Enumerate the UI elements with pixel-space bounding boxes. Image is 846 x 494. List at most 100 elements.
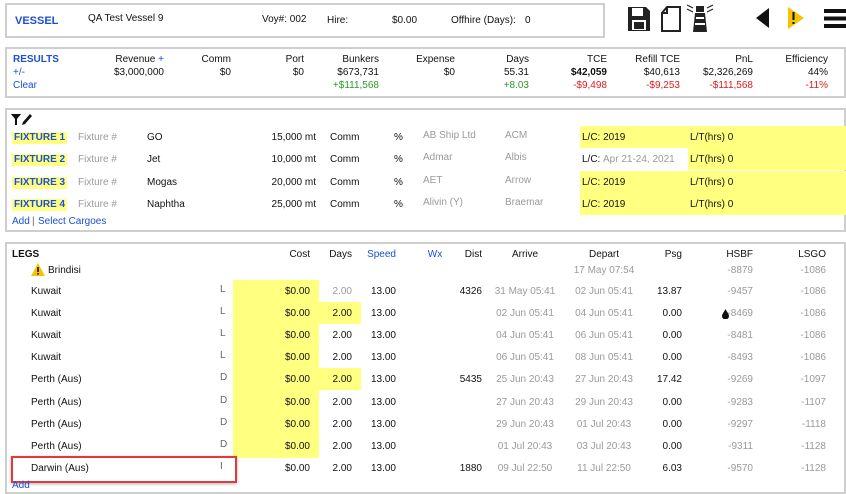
leg-cost[interactable]: $0.00 — [284, 462, 310, 474]
cargo-quantity[interactable]: 10,000 mt — [271, 154, 316, 166]
leg-days[interactable]: 2.00 — [332, 396, 352, 408]
cargo-quantity[interactable]: 25,000 mt — [271, 198, 316, 210]
leg-type[interactable]: L — [220, 350, 226, 362]
leg-type[interactable]: D — [220, 438, 228, 450]
laycan-placeholder[interactable]: Apr 21-24, 2021 — [603, 154, 675, 166]
leg-days[interactable]: 2.00 — [332, 462, 352, 474]
leg-days[interactable]: 2.00 — [332, 374, 352, 386]
leg-cost[interactable]: $0.00 — [284, 418, 310, 430]
leg-port[interactable]: Kuwait — [31, 330, 62, 342]
leg-cost[interactable]: $0.00 — [284, 286, 310, 297]
leg-port[interactable]: Kuwait — [31, 352, 62, 364]
leg-speed[interactable]: 13.00 — [370, 330, 396, 342]
laytime-field[interactable]: L/T(hrs) 0 — [690, 198, 734, 210]
laytime-field[interactable]: L/T(hrs) 0 — [690, 176, 734, 188]
charterer[interactable]: AET — [423, 174, 443, 186]
fixture-number-field[interactable]: Fixture # — [78, 132, 117, 143]
cargo-name[interactable]: GO — [147, 132, 163, 143]
add-fixture-link[interactable]: Add — [12, 216, 30, 227]
leg-days[interactable]: 2.00 — [332, 440, 352, 452]
fixture-number-field[interactable]: Fixture # — [78, 154, 117, 166]
leg-speed[interactable]: 13.00 — [370, 286, 396, 297]
hire-value[interactable]: $0.00 — [392, 15, 418, 26]
laycan-field[interactable]: L/C: 2019 — [582, 132, 626, 143]
leg-port[interactable]: Perth (Aus) — [31, 374, 82, 386]
leg-cost[interactable]: $0.00 — [284, 396, 310, 408]
vessel-name[interactable]: QA Test Vessel 9 — [88, 13, 164, 24]
cargo-quantity[interactable]: 15,000 mt — [271, 132, 316, 143]
select-cargoes-link[interactable]: Select Cargoes — [38, 216, 107, 227]
leg-cost[interactable]: $0.00 — [284, 374, 310, 386]
fixture-number-field[interactable]: Fixture # — [78, 198, 117, 210]
leg-cost[interactable]: $0.00 — [284, 330, 310, 342]
leg-type[interactable]: D — [220, 416, 228, 428]
charterer[interactable]: Alivin (Y) — [423, 196, 464, 208]
fixture-label[interactable]: FIXTURE 4 — [12, 198, 68, 211]
comm-percent[interactable]: % — [394, 154, 403, 166]
leg-speed[interactable]: 13.00 — [370, 440, 396, 452]
laycan-field[interactable]: L/C: 2019 — [582, 198, 626, 210]
comm-percent[interactable]: % — [394, 198, 403, 210]
leg-type[interactable]: D — [220, 394, 228, 406]
save-icon[interactable] — [627, 6, 651, 32]
cargo-name[interactable]: Naphtha — [147, 198, 185, 210]
lighthouse-icon[interactable] — [686, 3, 714, 33]
broker[interactable]: ACM — [505, 130, 528, 141]
laycan-field[interactable]: L/C: — [582, 154, 601, 166]
comm-percent[interactable]: % — [394, 176, 403, 188]
leg-days[interactable]: 2.00 — [332, 330, 352, 342]
back-arrow-icon[interactable] — [756, 8, 770, 28]
leg-type[interactable]: L — [220, 306, 226, 318]
cargo-name[interactable]: Mogas — [147, 176, 178, 188]
filter-icon[interactable] — [11, 114, 21, 125]
plus-minus-link[interactable]: +/- — [13, 67, 25, 78]
leg-type[interactable]: L — [220, 328, 226, 340]
leg-days[interactable]: 2.00 — [332, 308, 352, 320]
laytime-field[interactable]: L/T(hrs) 0 — [690, 132, 734, 143]
leg-days[interactable]: 2.00 — [332, 352, 352, 364]
broker[interactable]: Braemar — [505, 196, 544, 208]
fixture-label[interactable]: FIXTURE 2 — [12, 154, 68, 167]
leg-port[interactable]: Perth (Aus) — [31, 440, 82, 452]
leg-days[interactable]: 2.00 — [332, 286, 352, 297]
leg-speed[interactable]: 13.00 — [370, 396, 396, 408]
header-wx[interactable]: Wx — [427, 249, 443, 260]
leg-port[interactable]: Perth (Aus) — [31, 418, 82, 430]
leg-days[interactable]: 2.00 — [332, 418, 352, 430]
leg-speed[interactable]: 13.00 — [370, 308, 396, 320]
edit-pencil-icon[interactable] — [22, 114, 32, 125]
leg-speed[interactable]: 13.00 — [370, 418, 396, 430]
warning-forward-icon[interactable] — [788, 7, 804, 29]
leg-type[interactable]: I — [220, 460, 223, 472]
fixture-label[interactable]: FIXTURE 1 — [12, 132, 68, 144]
leg-port[interactable]: Kuwait — [31, 286, 62, 297]
fixture-label[interactable]: FIXTURE 3 — [12, 176, 68, 189]
menu-icon[interactable] — [824, 9, 846, 28]
revenue-add-icon[interactable]: + — [158, 54, 164, 65]
clear-link[interactable]: Clear — [13, 80, 37, 91]
leg-cost[interactable]: $0.00 — [284, 308, 310, 320]
charterer[interactable]: Admar — [423, 152, 453, 164]
leg-port[interactable]: Perth (Aus) — [31, 396, 82, 408]
comm-percent[interactable]: % — [394, 132, 403, 143]
leg-speed[interactable]: 13.00 — [370, 462, 396, 474]
laytime-field[interactable]: L/T(hrs) 0 — [690, 154, 734, 166]
broker[interactable]: Albis — [505, 152, 527, 164]
charterer[interactable]: AB Ship Ltd — [423, 130, 476, 141]
cargo-name[interactable]: Jet — [147, 154, 161, 166]
offhire-value[interactable]: 0 — [525, 15, 531, 26]
vessel-label[interactable]: VESSEL — [15, 15, 59, 27]
leg-type[interactable]: D — [220, 372, 228, 384]
leg-port[interactable]: Darwin (Aus) — [31, 462, 89, 474]
start-port[interactable]: Brindisi — [48, 265, 81, 276]
leg-cost[interactable]: $0.00 — [284, 440, 310, 452]
fixture-number-field[interactable]: Fixture # — [78, 176, 117, 188]
leg-speed[interactable]: 13.00 — [370, 352, 396, 364]
laycan-field[interactable]: L/C: 2019 — [582, 176, 626, 188]
leg-type[interactable]: L — [220, 284, 226, 295]
leg-speed[interactable]: 13.00 — [370, 374, 396, 386]
add-leg-link[interactable]: Add — [12, 480, 30, 491]
leg-port[interactable]: Kuwait — [31, 308, 62, 320]
cargo-quantity[interactable]: 20,000 mt — [271, 176, 316, 188]
new-page-icon[interactable] — [660, 6, 682, 32]
